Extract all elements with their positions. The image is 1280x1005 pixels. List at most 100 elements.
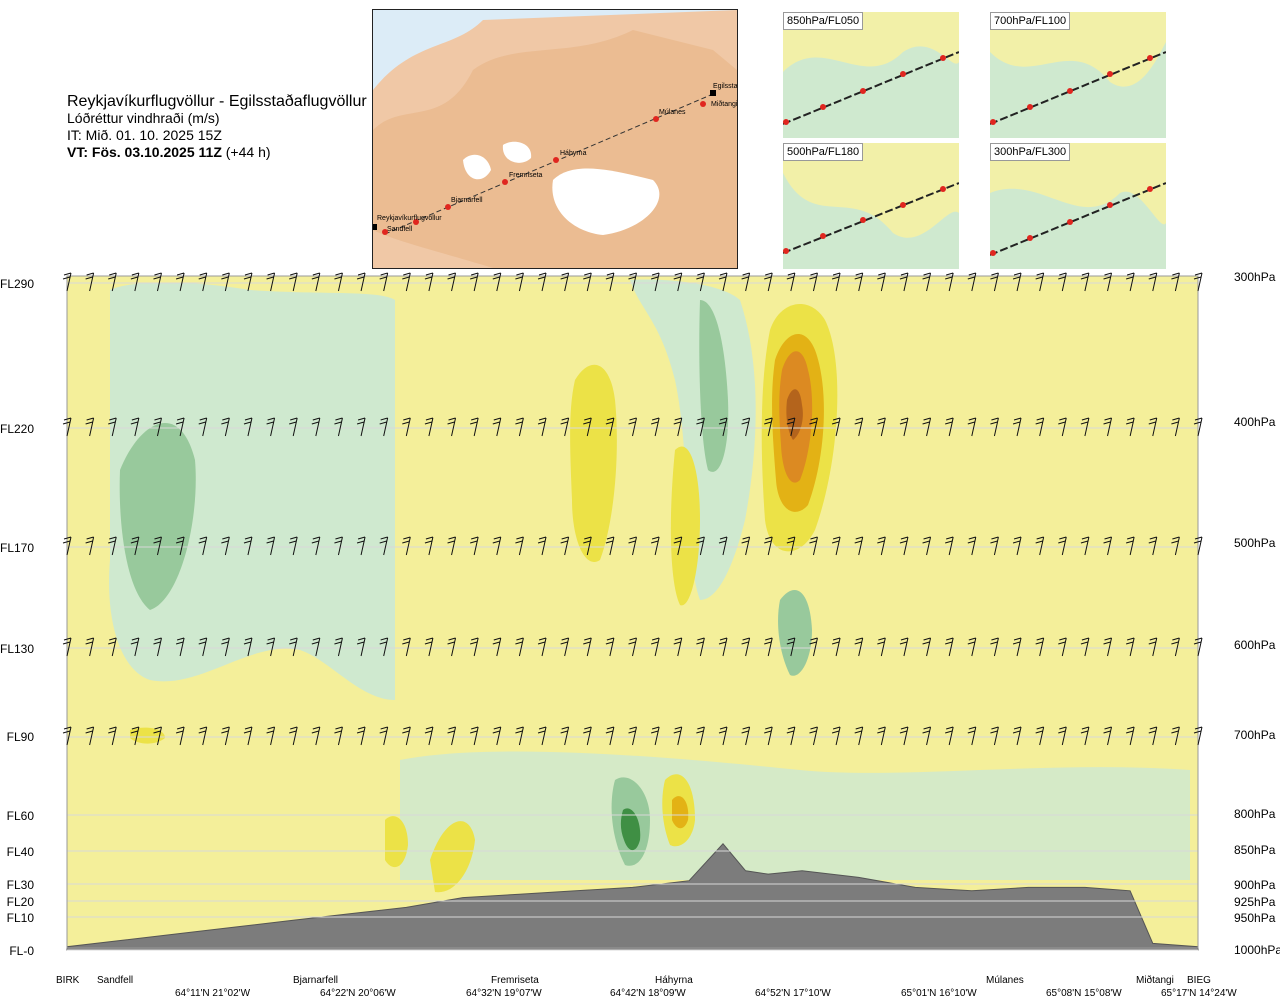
mini-map-850hpa-svg	[783, 12, 959, 138]
field-updraft-west-central	[570, 364, 617, 562]
wind-barb	[967, 637, 977, 657]
p-label-400: 400hPa	[1234, 415, 1276, 429]
wind-barb	[515, 637, 524, 657]
wind-barb	[899, 417, 909, 437]
wind-barb	[583, 726, 592, 746]
mini-map-850hpa-label: 850hPa/FL050	[783, 12, 864, 30]
wind-barb	[718, 417, 728, 437]
wind-barb	[62, 536, 72, 556]
wind-barb	[266, 536, 276, 556]
p-label-700: 700hPa	[1234, 728, 1276, 742]
wind-barb	[786, 726, 796, 746]
wind-barb	[356, 637, 366, 657]
wind-barb	[1058, 637, 1067, 657]
wind-barb	[175, 272, 185, 292]
wind-barb	[1148, 272, 1158, 292]
map-label-midtangi: Miðtangi	[711, 100, 737, 108]
wind-barb	[809, 272, 818, 292]
mini-map-300hpa-svg	[990, 143, 1166, 269]
wind-barb	[922, 726, 932, 746]
wind-barb	[764, 536, 773, 556]
wind-barb	[1012, 637, 1022, 657]
fl-label-220: FL220	[0, 422, 35, 436]
wind-barb	[877, 536, 886, 556]
wind-barb	[153, 417, 162, 437]
field-strongest-updraft	[786, 389, 803, 440]
wind-barb	[198, 726, 208, 746]
wind-barb	[854, 726, 864, 746]
mini-map-300hpa: 300hPa/FL300	[990, 143, 1166, 269]
chart-frame	[66, 275, 1199, 949]
wind-barb	[243, 637, 253, 657]
wind-barb	[424, 272, 434, 292]
valid-time-lead: (+44 h)	[225, 144, 271, 160]
map-label-hahyrna: Háhyrna	[560, 150, 587, 157]
wind-barb	[1035, 417, 1045, 437]
wind-barb	[221, 726, 230, 746]
wind-barb	[1193, 272, 1203, 292]
wind-barb	[583, 536, 592, 556]
wind-barb	[718, 726, 728, 746]
wind-barb	[311, 536, 321, 556]
wind-barb	[696, 536, 705, 556]
wind-barb	[583, 272, 592, 292]
wind-barb	[108, 536, 117, 556]
wind-barb	[673, 417, 683, 437]
wind-barb	[334, 536, 343, 556]
wind-barb	[243, 726, 253, 746]
wind-barb	[175, 726, 185, 746]
wind-barb	[243, 272, 253, 292]
wind-barb	[605, 726, 615, 746]
wind-barb	[447, 417, 457, 437]
wind-barb	[1012, 726, 1022, 746]
wind-barb	[356, 726, 366, 746]
fl-label-0: FL-0	[9, 944, 34, 958]
map-label-mulanes: Múlanes	[659, 109, 686, 116]
wind-barb	[379, 272, 389, 292]
wind-barb	[1148, 536, 1158, 556]
coord-2: 64°22'N 20°06'W	[320, 988, 396, 999]
wind-barb	[1080, 417, 1090, 437]
wind-barb	[334, 272, 343, 292]
wind-barb	[537, 637, 547, 657]
wind-barb	[175, 536, 185, 556]
location-mulanes: Múlanes	[986, 975, 1024, 986]
wind-barb	[877, 272, 886, 292]
wind-barb	[560, 417, 570, 437]
mini-map-700hpa-svg	[990, 12, 1166, 138]
location-fremriseta: Fremriseta	[491, 975, 539, 986]
wind-barb	[650, 272, 660, 292]
field-updraft-west-central-lower	[670, 446, 700, 606]
wind-barb	[470, 726, 479, 746]
map-label-reykjavik: Reykjavíkurflugvöllur	[377, 215, 442, 222]
wind-barb	[492, 726, 502, 746]
wind-barb	[243, 536, 253, 556]
wind-barb	[1126, 272, 1135, 292]
wind-barb	[334, 637, 343, 657]
wind-barb	[153, 726, 162, 746]
wind-barb	[560, 536, 570, 556]
wind-barb	[198, 637, 208, 657]
pressure-grid-lines	[67, 282, 1198, 951]
wind-barb	[560, 272, 570, 292]
wind-barb	[628, 536, 637, 556]
wind-barb	[402, 637, 411, 657]
wind-barb	[786, 417, 796, 437]
wind-barb	[1193, 726, 1203, 746]
wind-barb	[628, 272, 637, 292]
p-label-500: 500hPa	[1234, 536, 1276, 550]
mini-map-500hpa: 500hPa/FL180	[783, 143, 959, 269]
wind-barb	[311, 637, 321, 657]
wind-barb	[62, 726, 72, 746]
wind-barb	[356, 417, 366, 437]
wind-barb	[447, 637, 457, 657]
wind-barb	[198, 536, 208, 556]
wind-barb	[990, 536, 999, 556]
wind-barb	[198, 417, 208, 437]
wind-barb	[1126, 726, 1135, 746]
coord-1: 64°11'N 21°02'W	[175, 988, 251, 999]
location-hahyrna: Háhyrna	[655, 975, 693, 986]
wind-barb	[108, 637, 117, 657]
wind-barb	[741, 637, 751, 657]
